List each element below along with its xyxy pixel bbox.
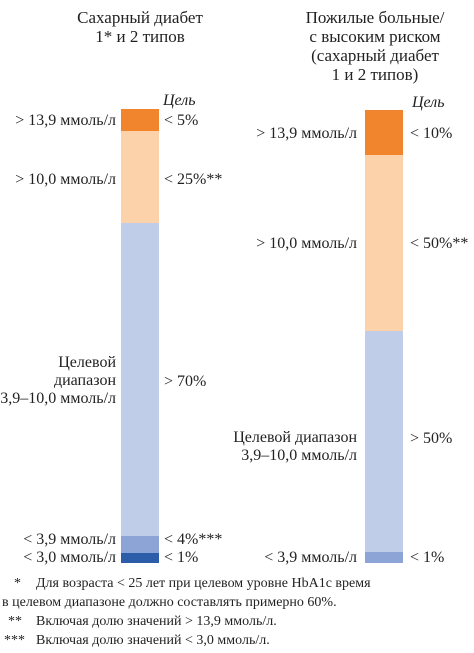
left-range-target-line-1: Целевой — [58, 354, 116, 371]
left-bar-segment-target — [121, 223, 159, 536]
left-goal-high: < 25%** — [164, 171, 223, 188]
footnote-1-mark: * — [14, 576, 21, 591]
left-range-low: < 3,9 ммоль/л — [23, 531, 116, 548]
right-range-low: < 3,9 ммоль/л — [264, 549, 357, 566]
right-title-line-4: 1 и 2 типов) — [331, 65, 419, 84]
left-range-target-line-2: диапазон — [53, 372, 116, 389]
left-chart-title: Сахарный диабет 1* и 2 типов — [40, 8, 240, 46]
right-title-line-3: (сахарный диабет — [311, 46, 439, 65]
right-title-line-2: с высоким риском — [309, 27, 441, 46]
left-range-target-line-3: 3,9–10,0 ммоль/л — [0, 390, 116, 407]
footnote-2-mark: ** — [8, 614, 22, 629]
left-goal-header: Цель — [163, 92, 196, 109]
right-bar-segment-high — [365, 155, 403, 331]
right-bar-segment-low — [365, 552, 403, 563]
right-bar-segment-very-high — [365, 110, 403, 155]
left-goal-very-high: < 5% — [164, 112, 199, 129]
left-goal-very-low: < 1% — [164, 549, 199, 566]
left-range-very-low: < 3,0 ммоль/л — [23, 549, 116, 566]
right-range-target-line-1: Целевой диапазон — [233, 429, 357, 446]
right-range-very-high: > 13,9 ммоль/л — [256, 125, 357, 142]
right-goal-very-high: < 10% — [410, 125, 453, 142]
right-range-target-line-2: 3,9–10,0 ммоль/л — [241, 447, 357, 464]
right-goal-low: < 1% — [410, 549, 445, 566]
footnote-3-text: Включая долю значений < 3,0 ммоль/л. — [36, 633, 270, 648]
right-range-target: Целевой диапазон 3,9–10,0 ммоль/л — [200, 429, 357, 465]
right-title-line-1: Пожилые больные/ — [305, 8, 445, 27]
left-goal-low: < 4%*** — [164, 531, 223, 548]
right-goal-high: < 50%** — [410, 235, 469, 252]
left-range-very-high: > 13,9 ммоль/л — [15, 112, 116, 129]
left-bar-segment-very-low — [121, 553, 159, 563]
left-bar-segment-low — [121, 536, 159, 553]
left-bar-segment-high — [121, 131, 159, 223]
footnote-1-line-1: Для возраста < 25 лет при целевом уровне… — [36, 576, 371, 591]
footnote-1-line-2: в целевом диапазоне должно составлять пр… — [2, 595, 337, 610]
right-chart-title: Пожилые больные/ с высоким риском (сахар… — [280, 8, 470, 84]
right-goal-target: > 50% — [410, 430, 453, 447]
left-title-line-1: Сахарный диабет — [77, 8, 203, 27]
left-range-target: Целевой диапазон 3,9–10,0 ммоль/л — [0, 354, 116, 408]
right-range-high: > 10,0 ммоль/л — [256, 235, 357, 252]
right-goal-header: Цель — [412, 94, 445, 111]
right-bar-segment-target — [365, 331, 403, 552]
footnote-3-mark: *** — [4, 633, 25, 648]
left-goal-target: > 70% — [164, 373, 207, 390]
left-title-line-2: 1* и 2 типов — [95, 27, 185, 46]
footnote-2-text: Включая долю значений > 13,9 ммоль/л. — [36, 614, 277, 629]
left-range-high: > 10,0 ммоль/л — [15, 171, 116, 188]
left-bar-segment-very-high — [121, 109, 159, 131]
